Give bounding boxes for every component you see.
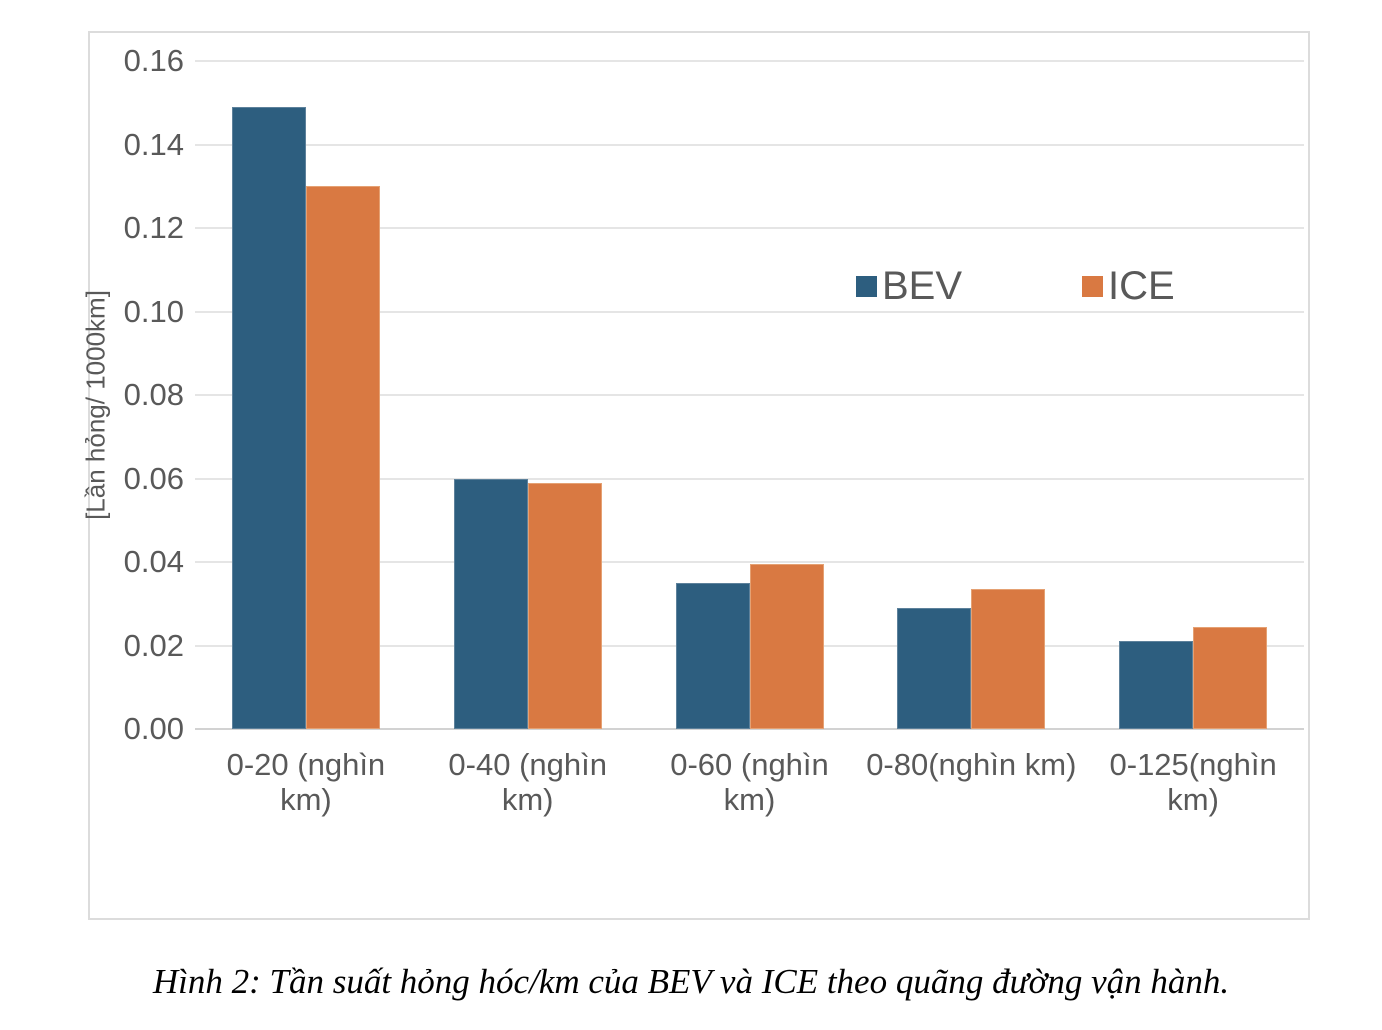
x-tick-label-0: 0-20 (nghìn km) [226,747,386,817]
gridline [195,227,1304,229]
bar-bev-0 [231,106,306,729]
y-tick-label: 0.00 [123,711,184,746]
gridline [195,143,1304,146]
bar-bev-3 [897,607,972,729]
bar-bev-4 [1119,641,1194,729]
x-tick-label-4: 0-125(nghìn km) [1109,747,1277,817]
y-tick-label: 0.10 [123,293,184,329]
legend: BEV ICE [856,263,1175,309]
bar-bev-1 [453,478,528,729]
ice-series-swatch-icon [1082,275,1104,297]
y-tick-label: 0.02 [123,627,184,663]
bev-series-swatch-icon [856,275,877,297]
legend-item-bev: BEV [856,263,962,309]
figure-caption: Hình 2: Tần suất hỏng hóc/km của BEV và … [152,962,1230,1001]
x-axis-line [195,728,1304,730]
x-tick-label-1: 0-40 (nghìn km) [448,747,607,817]
gridline [195,60,1304,62]
chart-frame: [Lần hỏng/ 1000km] BEV ICE 0.00 0.02 0.04 0… [81,31,1310,920]
gridline [195,477,1304,480]
y-tick-label: 0.08 [123,377,184,412]
gridline [195,394,1304,396]
x-tick-label-2: 0-60 (nghìn km) [670,747,829,817]
y-tick-label: 0.04 [123,544,184,579]
x-tick-label-3: 0-80(nghìn km) [866,747,1077,782]
y-tick-label: 0.16 [123,43,184,78]
bar-ice-3 [971,589,1046,729]
bar-ice-2 [749,564,824,729]
y-tick-label: 0.14 [123,126,184,162]
legend-item-ice: ICE [1082,263,1175,309]
gridline [195,310,1304,313]
legend-label-bev: BEV [882,263,963,308]
y-tick-label: 0.06 [123,460,184,496]
gridline [195,561,1304,563]
y-tick-label: 0.12 [123,210,184,245]
legend-label-ice: ICE [1108,263,1175,308]
bar-bev-2 [675,582,750,729]
bar-ice-1 [527,482,602,729]
bar-ice-4 [1193,626,1268,729]
bar-ice-0 [305,186,380,729]
